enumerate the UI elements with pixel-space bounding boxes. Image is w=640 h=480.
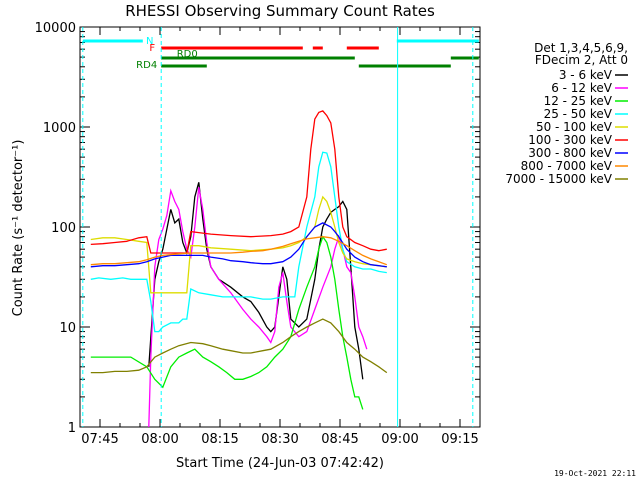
flag-label-n: N — [146, 36, 153, 47]
x-tick-label: 09:00 — [381, 432, 418, 447]
legend-entry-label: 7000 - 15000 keV — [505, 172, 612, 186]
y-tick-label: 10000 — [35, 21, 76, 36]
x-tick-label: 09:15 — [441, 432, 478, 447]
y-tick-label: 100 — [51, 221, 76, 236]
y-tick-label: 10 — [59, 321, 76, 336]
x-axis-label: Start Time (24-Jun-03 07:42:42) — [176, 456, 384, 471]
plot-border — [79, 26, 481, 428]
legend-header-line: Det 1,3,4,5,6,9, — [534, 41, 628, 55]
y-axis-label: Count Rate (s⁻¹ detector⁻¹) — [11, 140, 26, 317]
plot-frame — [79, 26, 481, 428]
footer-timestamp: 19-Oct-2021 22:11 — [554, 469, 636, 478]
series-line-3 — [90, 151, 387, 333]
legend-entry-label: 3 - 6 keV — [559, 68, 613, 82]
legend-entry-label: 6 - 12 keV — [551, 81, 613, 95]
flag-label-rd4: RD4 — [136, 60, 157, 71]
legend-header-line: FDecim 2, Att 0 — [535, 53, 628, 67]
legend-entry-label: 12 - 25 keV — [544, 94, 613, 108]
y-tick-label: 1000 — [43, 121, 76, 136]
legend: Det 1,3,4,5,6,9,FDecim 2, Att 03 - 6 keV… — [505, 41, 628, 186]
series-line-0 — [148, 182, 364, 380]
series-line-7 — [90, 236, 388, 266]
x-tick-label: 07:45 — [81, 432, 118, 447]
legend-entry-label: 50 - 100 keV — [536, 120, 613, 134]
series-line-4 — [90, 195, 387, 294]
x-tick-label: 08:00 — [141, 432, 178, 447]
x-tick-label: 08:30 — [261, 432, 298, 447]
series-line-5 — [90, 110, 387, 254]
series-layer — [90, 110, 388, 428]
chart-title: RHESSI Observing Summary Count Rates — [125, 2, 435, 20]
flag-label-f: F — [149, 43, 155, 54]
y-tick-label: 1 — [68, 421, 76, 436]
legend-entry-label: 100 - 300 keV — [528, 133, 612, 147]
series-line-8 — [90, 318, 388, 374]
time-markers — [82, 27, 474, 427]
legend-entry-label: 300 - 800 keV — [528, 146, 612, 160]
flag-label-rd0: RD0 — [177, 49, 198, 60]
status-flags: NF RD0 RD4 — [82, 36, 479, 71]
x-tick-label: 08:15 — [201, 432, 238, 447]
x-tick-label: 08:45 — [321, 432, 358, 447]
series-line-2 — [90, 235, 364, 410]
axis-ticks: 07:45 08:00 08:15 08:30 08:45 09:00 09:15 1 10 10… — [35, 21, 481, 447]
legend-entry-label: 800 - 7000 keV — [521, 159, 613, 173]
legend-entry-label: 25 - 50 keV — [544, 107, 613, 121]
